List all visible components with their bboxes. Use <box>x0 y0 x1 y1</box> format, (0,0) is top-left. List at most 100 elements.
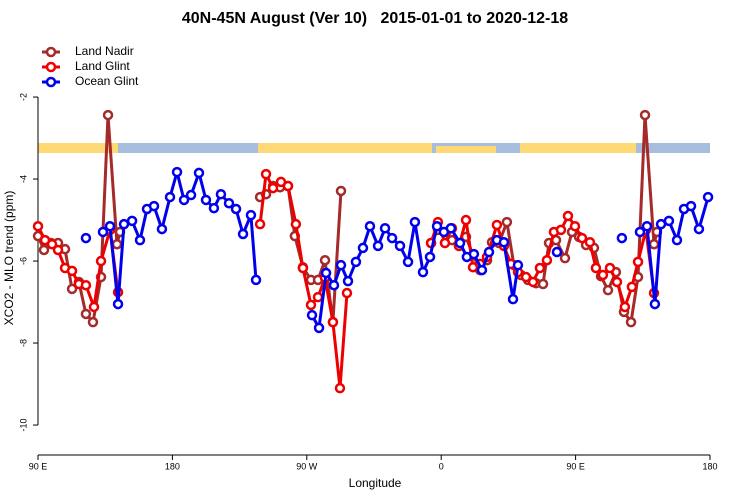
point <box>649 298 661 310</box>
point <box>454 237 466 249</box>
point <box>445 223 457 234</box>
point <box>193 167 205 179</box>
point <box>185 189 197 201</box>
point <box>527 276 539 288</box>
x-tick-label: 90 E <box>566 461 585 471</box>
point <box>38 244 50 256</box>
point <box>282 180 294 192</box>
point <box>297 262 309 274</box>
x-tick-label: 90 W <box>296 461 318 471</box>
x-tick-label: 180 <box>702 461 717 471</box>
point <box>313 322 325 334</box>
point <box>625 316 637 328</box>
y-tick-label: -10 <box>18 419 28 432</box>
point <box>126 215 138 227</box>
point <box>551 246 563 258</box>
point <box>87 316 99 328</box>
point <box>156 223 168 235</box>
point <box>584 236 596 248</box>
point <box>111 238 123 250</box>
point <box>80 232 92 244</box>
point <box>498 236 510 248</box>
point <box>534 262 546 274</box>
point <box>342 275 354 287</box>
point <box>237 228 249 240</box>
point <box>80 279 92 291</box>
point <box>372 240 384 252</box>
point <box>357 242 369 254</box>
point <box>260 168 272 180</box>
point <box>616 232 628 244</box>
legend-marker <box>45 76 57 88</box>
point <box>439 237 451 249</box>
point <box>334 382 346 394</box>
point <box>118 218 130 230</box>
point <box>394 240 406 252</box>
point <box>555 224 567 236</box>
point <box>250 274 262 286</box>
x-tick-label: 180 <box>165 461 180 471</box>
point <box>576 232 588 244</box>
point <box>350 256 362 268</box>
point <box>590 262 602 274</box>
point <box>379 223 391 234</box>
point <box>112 298 124 310</box>
surface-band <box>38 143 710 153</box>
legend-marker <box>45 61 57 73</box>
point <box>632 256 644 268</box>
chart-title: 40N-45N August (Ver 10) 2015-01-01 to 20… <box>182 10 568 27</box>
point <box>641 220 653 232</box>
point <box>88 301 100 313</box>
point <box>341 287 353 299</box>
point <box>95 255 107 267</box>
x-tick-label: 90 E <box>29 461 48 471</box>
point <box>512 259 524 271</box>
point <box>134 234 146 246</box>
point <box>305 299 317 311</box>
point <box>639 109 651 121</box>
point <box>178 194 190 206</box>
point <box>648 238 660 250</box>
legend-label: Land Nadir <box>75 44 134 58</box>
point <box>537 278 549 290</box>
point <box>200 194 212 206</box>
point <box>104 220 116 232</box>
y-tick-label: -8 <box>18 339 28 347</box>
point <box>386 232 398 244</box>
point <box>483 246 495 258</box>
point <box>604 262 616 274</box>
point <box>66 283 78 295</box>
point <box>671 234 683 246</box>
y-tick-label: -6 <box>18 257 28 265</box>
point <box>80 308 92 320</box>
point <box>267 182 279 194</box>
point <box>602 284 614 296</box>
point <box>634 226 646 238</box>
point <box>328 279 340 291</box>
legend-label: Ocean Glint <box>75 74 139 88</box>
point <box>320 267 332 279</box>
point <box>97 226 109 238</box>
point <box>335 259 347 271</box>
point <box>312 291 324 303</box>
point <box>702 191 714 203</box>
point <box>215 188 227 200</box>
point <box>431 220 443 232</box>
point <box>402 256 414 268</box>
legend-label: Land Glint <box>75 59 130 73</box>
x-axis-label: Longitude <box>349 476 402 490</box>
land-band <box>436 146 496 153</box>
point <box>541 254 553 266</box>
point <box>597 269 609 281</box>
point <box>507 293 519 305</box>
point <box>409 216 421 228</box>
point <box>208 202 220 214</box>
point <box>569 220 581 232</box>
point <box>417 266 429 278</box>
y-tick-label: -2 <box>18 93 28 101</box>
point <box>327 316 339 328</box>
point <box>32 220 44 232</box>
land-band <box>38 143 118 153</box>
point <box>171 166 183 178</box>
